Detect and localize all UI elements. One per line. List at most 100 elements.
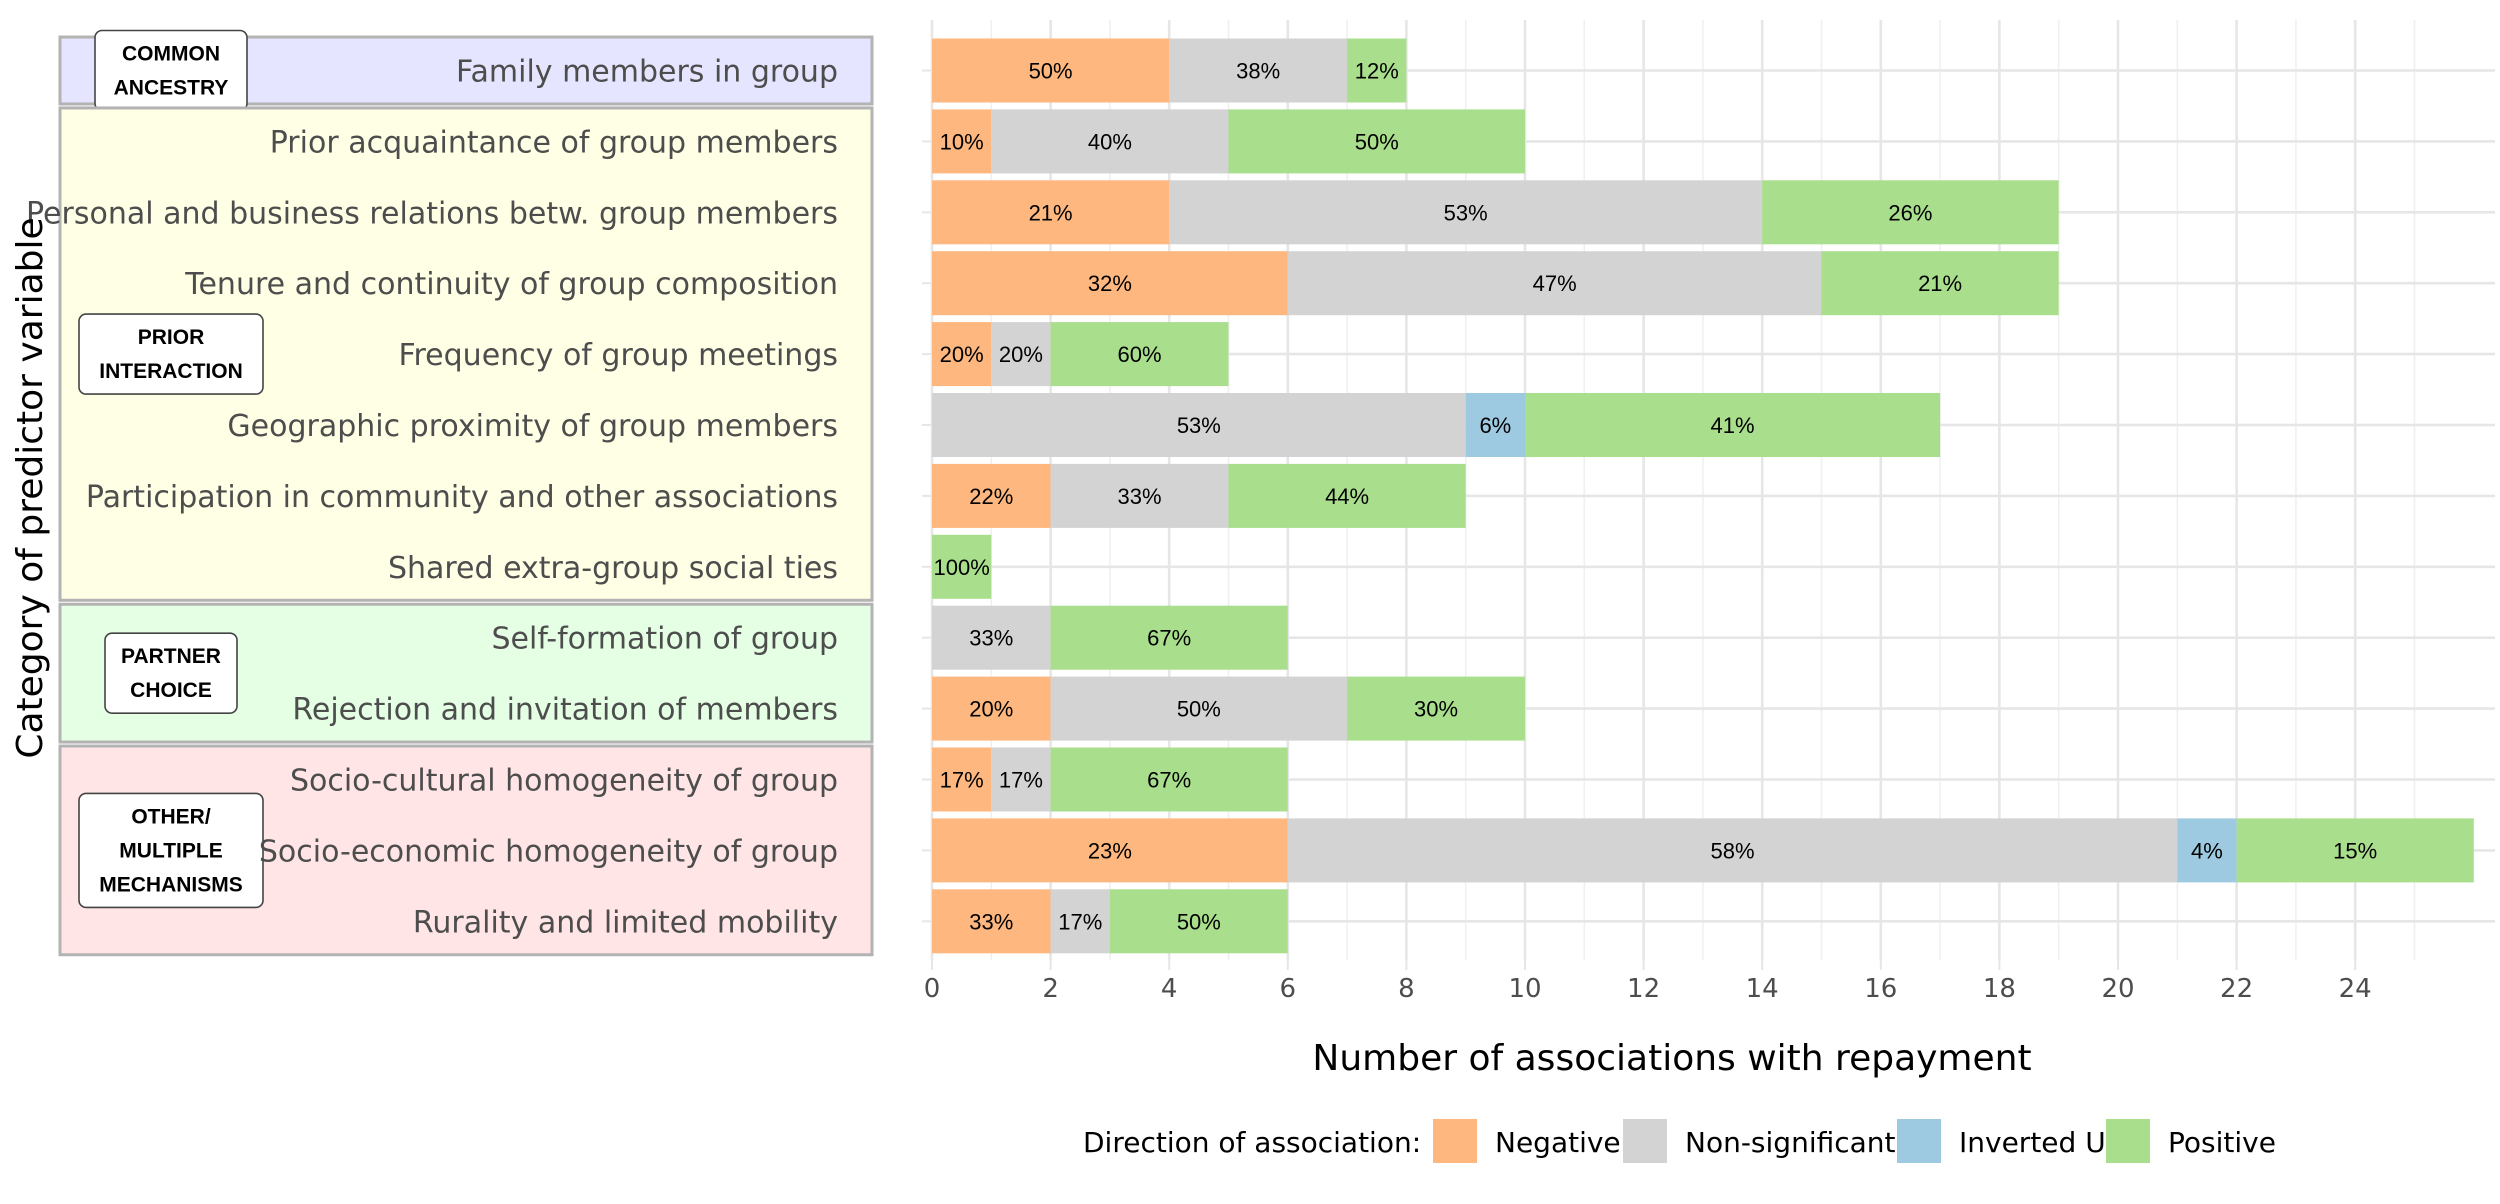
legend: Direction of association: Negative Non-sig… [1083, 1119, 2276, 1163]
bar-segment [1762, 180, 2059, 245]
group-label-text: OTHER/ [131, 805, 211, 828]
category-label: Participation in community and other ass… [86, 480, 838, 515]
bar-segment [932, 109, 992, 174]
bar-segment [1347, 676, 1525, 741]
x-tick-label: 8 [1398, 974, 1415, 1004]
bar-segment [932, 747, 992, 812]
bar-segment [932, 180, 1170, 245]
category-label: Personal and business relations betw. gr… [26, 196, 838, 231]
bar-segment [1050, 889, 1110, 954]
bar-segment [991, 109, 1229, 174]
bar-data-label: 60% [1118, 342, 1162, 367]
bar-data-label: 21% [1918, 271, 1962, 296]
bar-data-label: 17% [1058, 909, 1102, 934]
category-label: Socio-economic homogeneity of group [259, 834, 838, 869]
category-label: Self-formation of group [492, 622, 839, 657]
category-label: Tenure and continuity of group compositi… [184, 267, 838, 302]
category-label: Frequency of group meetings [398, 338, 838, 373]
group-label-text: PRIOR [138, 326, 205, 349]
bar-data-label: 26% [1888, 200, 1932, 225]
bar-data-label: 30% [1414, 697, 1458, 722]
bar-data-label: 17% [940, 768, 984, 793]
bar-segment [2177, 818, 2237, 883]
y-axis-title: Category of predictor variable [10, 217, 51, 758]
group-label-text: MECHANISMS [99, 873, 243, 896]
bar-segment [1109, 889, 1288, 954]
bar-data-label: 20% [999, 342, 1043, 367]
group-label-text: MULTIPLE [119, 839, 222, 862]
bar-segment [1525, 393, 1941, 457]
bar-segment [2236, 818, 2474, 883]
group-label-box [78, 792, 264, 909]
bar-data-label: 50% [1177, 909, 1221, 934]
bar-segment [932, 38, 1170, 103]
bar-data-label: 44% [1325, 484, 1369, 509]
bar-segment [1050, 463, 1229, 528]
legend-key [2106, 1119, 2150, 1163]
bar-segment [932, 676, 1051, 741]
x-tick-label: 2 [1042, 974, 1059, 1004]
x-tick-label: 6 [1280, 974, 1297, 1004]
bar-segment [1287, 818, 2178, 883]
legend-key [1623, 1119, 1667, 1163]
x-tick-label: 14 [1746, 974, 1779, 1004]
bar-data-label: 17% [999, 768, 1043, 793]
bar-segment [991, 322, 1051, 387]
bar-data-label: 33% [969, 909, 1013, 934]
bar-data-label: 38% [1236, 59, 1280, 84]
x-tick-label: 4 [1161, 974, 1178, 1004]
category-label: Shared extra-group social ties [388, 551, 838, 586]
bar-segment [1169, 180, 1763, 245]
bar-segment [1347, 38, 1407, 103]
bar-segment [1169, 38, 1348, 103]
bar-data-label: 21% [1029, 200, 1073, 225]
group-label-text: ANCESTRY [114, 77, 229, 100]
bar-data-label: 67% [1147, 626, 1191, 651]
bar-segment [932, 393, 1466, 457]
bar-segment [1287, 251, 1822, 316]
x-tick-label: 24 [2339, 974, 2372, 1004]
bar-data-label: 47% [1533, 271, 1577, 296]
bar-segment [1050, 322, 1229, 387]
x-tick-label: 22 [2220, 974, 2253, 1004]
category-label: Prior acquaintance of group members [270, 125, 838, 160]
bar-data-label: 100% [934, 555, 990, 580]
bar-segment [932, 322, 992, 387]
category-label: Geographic proximity of group members [227, 409, 838, 444]
bar-data-label: 4% [2191, 838, 2223, 863]
group-label-box [104, 632, 238, 714]
bar-segment [932, 889, 1051, 954]
bar-data-label: 15% [2333, 838, 2377, 863]
bar-segment [1228, 463, 1466, 528]
category-label: Socio-cultural homogeneity of group [290, 764, 838, 799]
bar-data-label: 67% [1147, 768, 1191, 793]
bar-segment [932, 251, 1288, 316]
legend-title: Direction of association: [1083, 1126, 1421, 1159]
bar-data-label: 50% [1355, 129, 1399, 154]
x-axis: 0 2 4 6 8 10 12 14 16 18 20 22 24 [924, 960, 2372, 1004]
bar-segment [932, 818, 1288, 883]
bar-segment [991, 747, 1051, 812]
bar-segment [1465, 393, 1525, 457]
legend-label: Positive [2168, 1126, 2276, 1159]
bar-data-label: 20% [940, 342, 984, 367]
bar-data-label: 50% [1029, 59, 1073, 84]
bar-data-label: 40% [1088, 129, 1132, 154]
legend-label: Non-significant [1685, 1126, 1896, 1159]
x-tick-label: 12 [1627, 974, 1660, 1004]
bar-data-label: 22% [969, 484, 1013, 509]
group-label-box [78, 313, 264, 395]
bar-data-label: 12% [1355, 59, 1399, 84]
bar-data-label: 10% [940, 129, 984, 154]
bar-data-label: 20% [969, 697, 1013, 722]
category-label: Rejection and invitation of members [292, 693, 838, 728]
group-label-text: COMMON [122, 43, 220, 66]
x-axis-title: Number of associations with repayment [1312, 1038, 2031, 1079]
bar-segment [1050, 676, 1348, 741]
bar-data-label: 50% [1177, 697, 1221, 722]
group-panels: COMMON ANCESTRY PRIOR INTERACTION PARTNER CHO… [26, 29, 874, 957]
bars: 50% 38% 12% 10% 40% 50% 21% 53% 26% 32% 47% 21% 20% 2… [932, 38, 2474, 954]
bar-segment [932, 605, 1051, 670]
bar-data-label: 53% [1444, 200, 1488, 225]
